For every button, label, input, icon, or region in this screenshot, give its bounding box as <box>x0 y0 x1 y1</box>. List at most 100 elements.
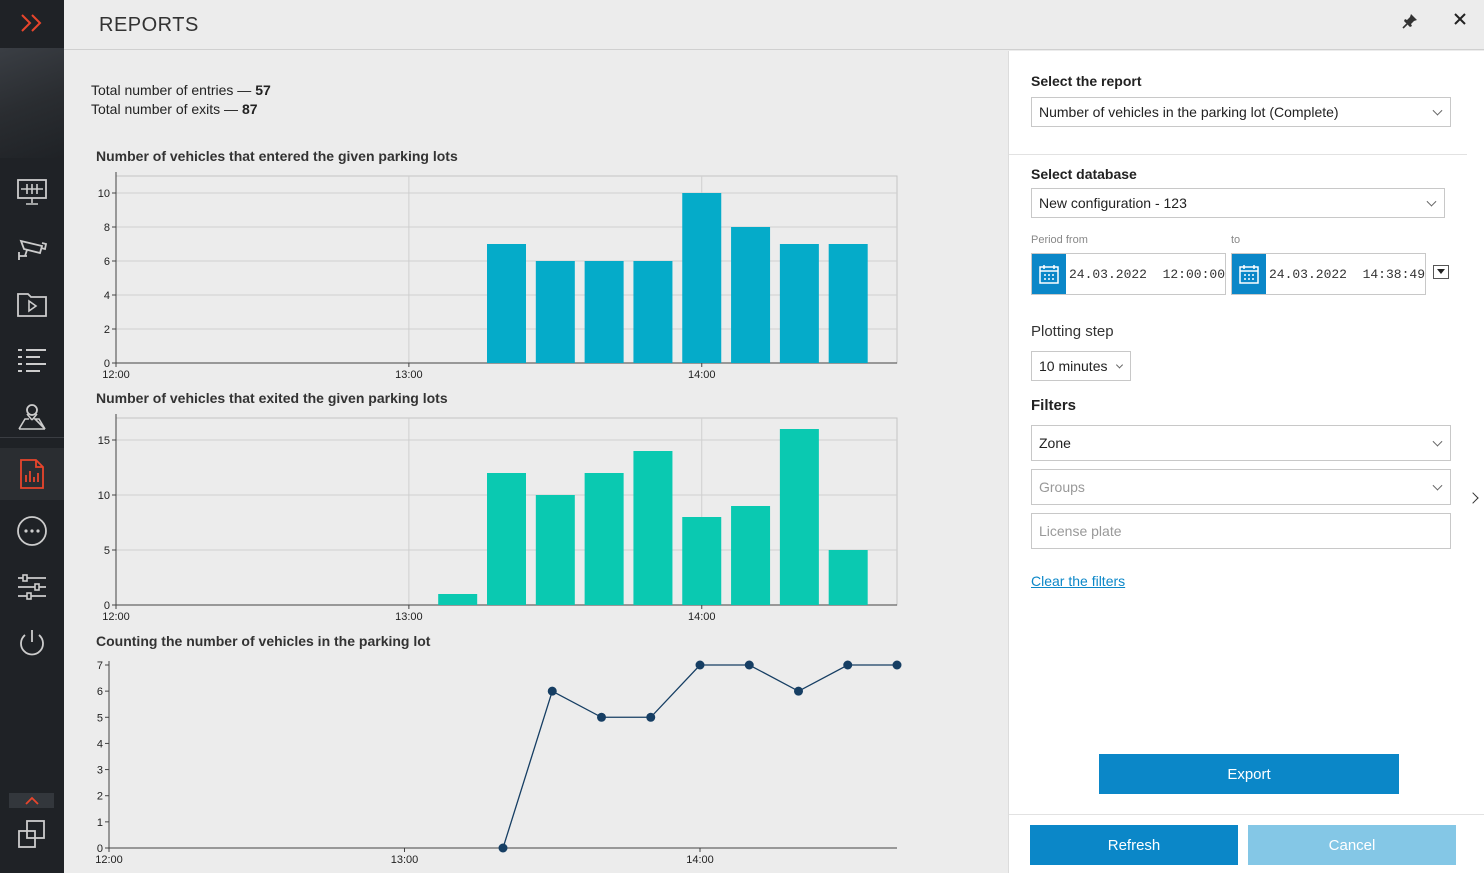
chart-title-exited: Number of vehicles that exited the given… <box>96 390 448 406</box>
data-point <box>744 660 754 670</box>
header: REPORTS <box>64 0 1484 50</box>
bar <box>487 244 526 363</box>
pin-icon[interactable] <box>1401 12 1419 30</box>
bar <box>584 261 624 363</box>
y-tick-label: 0 <box>104 358 110 370</box>
sidebar-item-more[interactable] <box>0 505 64 557</box>
bar <box>779 244 819 363</box>
date-from-value: 24.03.2022 12:00:00 <box>1068 266 1225 282</box>
date-to-value: 24.03.2022 14:38:49 <box>1268 266 1425 282</box>
clear-filters-link[interactable]: Clear the filters <box>1031 573 1126 589</box>
y-tick-label: 0 <box>97 843 103 855</box>
data-point <box>695 660 705 670</box>
map-pin-icon <box>18 404 46 430</box>
chart-title-entered: Number of vehicles that entered the give… <box>96 148 458 164</box>
y-tick-label: 2 <box>104 324 110 336</box>
sidebar-item-monitoring[interactable] <box>0 166 64 218</box>
x-tick-label: 12:00 <box>102 611 130 623</box>
period-dropdown-button[interactable] <box>1433 265 1449 279</box>
x-tick-label: 12:00 <box>95 854 123 866</box>
period-to-label: to <box>1231 234 1241 246</box>
bar <box>535 495 575 605</box>
list-icon <box>18 349 46 372</box>
x-tick-label: 12:00 <box>102 369 130 381</box>
bar <box>633 261 673 363</box>
x-tick-label: 14:00 <box>688 369 716 381</box>
data-point <box>597 712 606 722</box>
sidebar-item-power[interactable] <box>0 617 64 669</box>
filters-label: Filters <box>1031 397 1077 414</box>
chevron-down-icon <box>1432 480 1443 491</box>
export-button[interactable]: Export <box>1099 754 1399 794</box>
sidebar-background <box>0 48 64 158</box>
bar <box>682 193 722 363</box>
divider <box>1009 154 1467 155</box>
select-database-label: Select database <box>1031 166 1137 182</box>
bar <box>828 244 868 363</box>
y-tick-label: 15 <box>98 435 110 447</box>
chevron-down-icon <box>1432 436 1443 447</box>
zone-select-value: Zone <box>1039 435 1071 451</box>
x-tick-label: 14:00 <box>688 611 716 623</box>
bar <box>731 506 771 605</box>
refresh-button[interactable]: Refresh <box>1030 825 1238 865</box>
database-select[interactable]: New configuration - 123 <box>1031 188 1445 218</box>
chevron-down-icon <box>1115 361 1124 369</box>
x-tick-label: 13:00 <box>395 369 423 381</box>
total-exits: Total number of exits — 87 <box>91 101 258 117</box>
sidebar-item-archive[interactable] <box>0 278 64 330</box>
calendar-icon[interactable] <box>1032 254 1066 294</box>
x-tick-label: 13:00 <box>395 611 423 623</box>
chevron-right-icon[interactable] <box>1467 492 1479 504</box>
select-report-label: Select the report <box>1031 73 1142 89</box>
license-plate-placeholder: License plate <box>1039 523 1122 539</box>
sidebar-item-map[interactable] <box>0 390 64 442</box>
y-tick-label: 7 <box>97 660 103 672</box>
chevron-down-icon <box>1432 105 1443 116</box>
video-folder-icon <box>17 293 47 317</box>
x-tick-label: 14:00 <box>686 854 714 866</box>
chart-count: 0 1 2 3 4 5 6 7 12:00 13:00 14:00 <box>95 660 902 866</box>
groups-select[interactable]: Groups <box>1031 469 1451 505</box>
close-icon[interactable] <box>1451 10 1469 28</box>
y-tick-label: 10 <box>98 188 110 200</box>
x-tick-label: 13:00 <box>391 854 419 866</box>
bar <box>438 594 478 605</box>
sidebar-item-events[interactable] <box>0 334 64 386</box>
cancel-button[interactable]: Cancel <box>1248 825 1456 865</box>
sidebar-expand-button[interactable] <box>0 0 64 46</box>
sidebar-item-reports[interactable] <box>0 448 64 500</box>
data-point <box>498 843 508 853</box>
chart-entered: 0 2 4 6 8 10 12:00 13:00 14:00 <box>98 172 898 381</box>
bar <box>633 451 673 605</box>
plotting-step-select[interactable]: 10 minutes <box>1031 351 1131 381</box>
report-select[interactable]: Number of vehicles in the parking lot (C… <box>1031 97 1451 127</box>
sidebar-collapse-button[interactable] <box>9 793 54 808</box>
settings-sliders-icon <box>18 574 46 600</box>
monitor-icon <box>17 179 47 205</box>
zone-select[interactable]: Zone <box>1031 425 1451 461</box>
y-tick-label: 1 <box>97 817 103 829</box>
y-tick-label: 6 <box>97 686 103 698</box>
bar <box>828 550 868 605</box>
date-to-field[interactable]: 24.03.2022 14:38:49 <box>1231 253 1426 295</box>
y-tick-label: 5 <box>104 545 110 557</box>
calendar-icon[interactable] <box>1232 254 1266 294</box>
plotting-step-value: 10 minutes <box>1039 358 1108 374</box>
y-tick-label: 5 <box>97 712 103 724</box>
y-tick-label: 4 <box>104 290 110 302</box>
plotting-step-label: Plotting step <box>1031 323 1114 340</box>
bar <box>535 261 575 363</box>
sidebar-divider <box>0 437 64 438</box>
database-select-value: New configuration - 123 <box>1039 195 1187 211</box>
license-plate-input[interactable]: License plate <box>1031 513 1451 549</box>
sidebar-item-settings[interactable] <box>0 561 64 613</box>
sidebar-item-windows[interactable] <box>0 808 64 860</box>
y-tick-label: 10 <box>98 490 110 502</box>
sidebar-item-cameras[interactable] <box>0 222 64 274</box>
date-from-field[interactable]: 24.03.2022 12:00:00 <box>1031 253 1226 295</box>
y-tick-label: 4 <box>97 738 103 750</box>
bar <box>584 473 624 605</box>
bar <box>779 429 819 605</box>
camera-icon <box>18 239 48 260</box>
